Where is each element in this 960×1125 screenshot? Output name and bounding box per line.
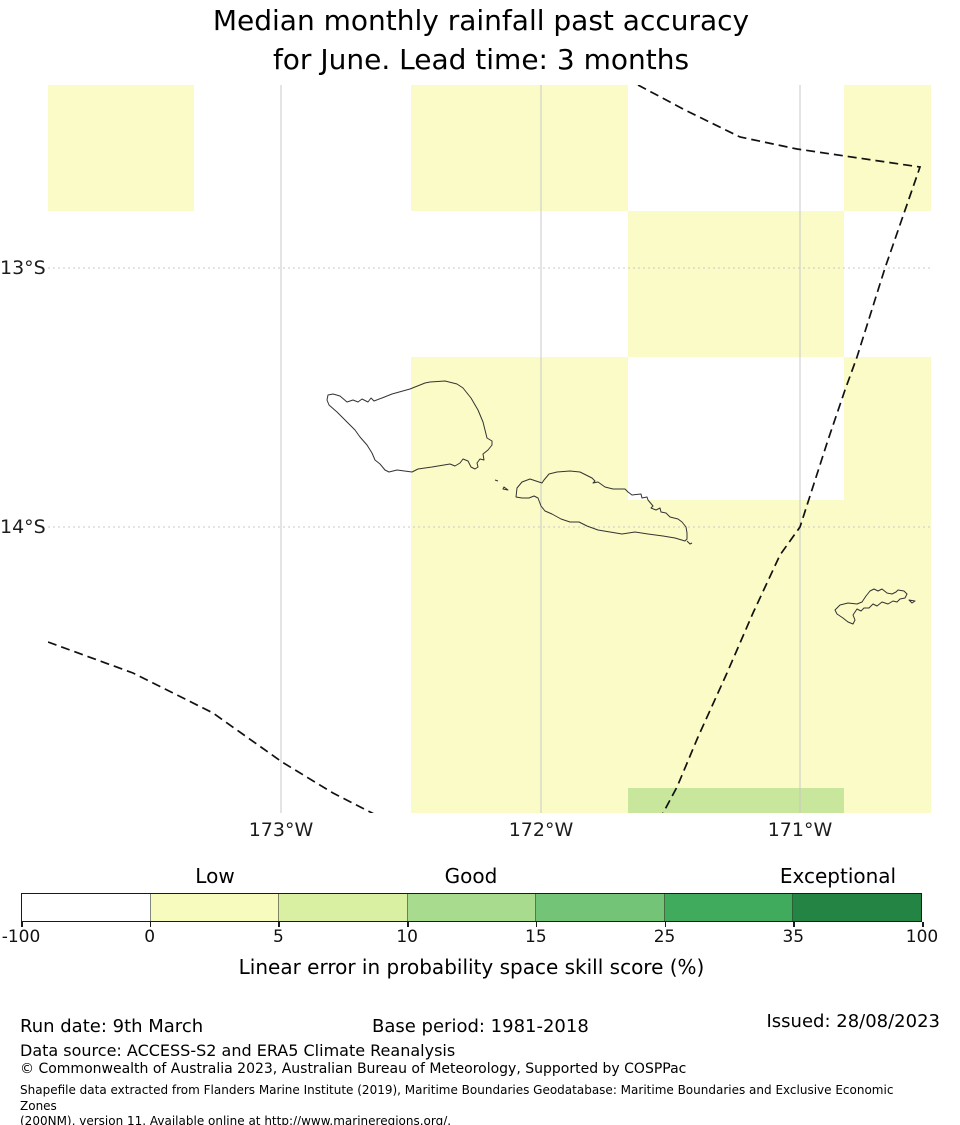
colorbar-tick-label: 5: [273, 927, 284, 947]
colorbar-tick-label: -100: [1, 927, 41, 947]
colorbar: [21, 893, 922, 922]
colorbar-category-label: Good: [444, 864, 498, 888]
colorbar-tick-mark: [664, 922, 667, 927]
chart-title-line1: Median monthly rainfall past accuracy: [212, 4, 750, 37]
colorbar-caption: Linear error in probability space skill …: [238, 955, 705, 979]
longitude-tick-label: 172°W: [508, 819, 574, 841]
grid-cell-skill-0-5: [628, 500, 844, 788]
colorbar-tick-mark: [21, 922, 23, 927]
island-outline-apolima-islet: [502, 486, 509, 491]
colorbar-category-label: Exceptional: [779, 864, 897, 888]
grid-cell-skill-0-5: [844, 85, 931, 211]
footer-copyright: © Commonwealth of Australia 2023, Austra…: [20, 1061, 687, 1077]
colorbar-segment: [279, 894, 408, 921]
island-outline-aunuu-islet: [908, 599, 916, 604]
latitude-tick-label: 13°S: [0, 257, 46, 279]
eez-boundary-line: [48, 641, 374, 813]
grid-cell-skill-0-5: [844, 357, 931, 813]
colorbar-segment: [150, 894, 280, 921]
chart-title: Median monthly rainfall past accuracy fo…: [0, 1, 960, 79]
grid-cell-skill-0-5: [411, 85, 628, 211]
colorbar-tick-label: 10: [396, 927, 418, 947]
island-outline-manono-islet: [494, 479, 499, 482]
latitude-tick-label: 14°S: [0, 516, 46, 538]
grid-cell-skill-0-5: [48, 85, 194, 211]
footer-shapefile-note: Shapefile data extracted from Flanders M…: [20, 1083, 894, 1125]
colorbar-segment: [664, 894, 794, 921]
colorbar-segment: [536, 894, 665, 921]
island-outline-upolu: [515, 470, 688, 542]
chart-title-line2: for June. Lead time: 3 months: [272, 43, 690, 76]
colorbar-tick-mark: [535, 922, 538, 927]
colorbar-tick-label: 0: [144, 927, 156, 947]
footer-data-source: Data source: ACCESS-S2 and ERA5 Climate …: [20, 1041, 456, 1060]
longitude-tick-label: 173°W: [248, 819, 314, 841]
eez-boundary-line: [637, 85, 922, 813]
colorbar-segment: [22, 894, 151, 921]
colorbar-tick-mark: [149, 922, 152, 927]
colorbar-tick-mark: [407, 922, 409, 927]
colorbar-category-label: Low: [195, 864, 235, 888]
colorbar-tick-label: 100: [905, 927, 939, 947]
colorbar-tick-label: 35: [782, 927, 805, 947]
colorbar-tick-label: 25: [653, 927, 676, 947]
island-outline-savaii: [326, 380, 493, 473]
island-outline-islet-southeast-upolu: [686, 540, 693, 545]
footer-run-date: Run date: 9th March: [20, 1016, 204, 1037]
colorbar-segment: [793, 894, 922, 921]
colorbar-tick-label: 15: [525, 927, 547, 947]
footer-base-period: Base period: 1981-2018: [372, 1016, 589, 1037]
colorbar-segment: [407, 894, 537, 921]
colorbar-tick-mark: [278, 922, 280, 927]
island-outline-tutuila: [834, 588, 908, 625]
grid-cell-skill-5-15: [628, 788, 844, 813]
grid-cell-skill-0-5: [628, 211, 844, 357]
colorbar-tick-mark: [793, 922, 795, 927]
longitude-tick-label: 171°W: [767, 819, 833, 841]
grid-cell-skill-0-5: [411, 357, 628, 813]
footer-issued-date: Issued: 28/08/2023: [766, 1011, 940, 1032]
colorbar-tick-mark: [922, 922, 924, 927]
map-plot: [48, 85, 931, 813]
